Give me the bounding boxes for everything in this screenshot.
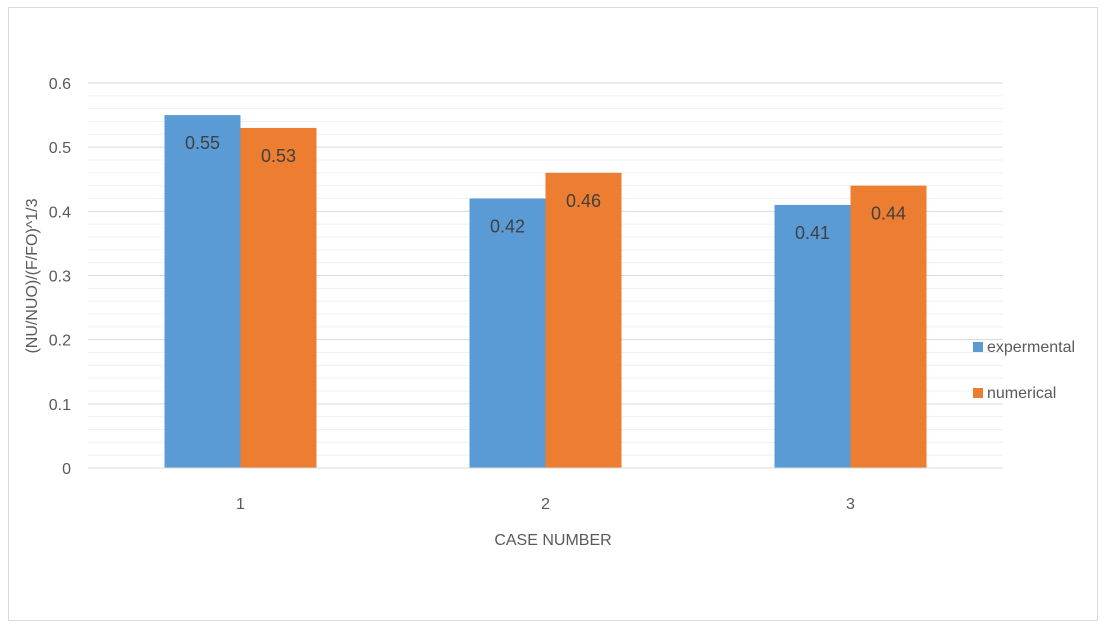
y-tick-label: 0.5 [49, 140, 71, 157]
bar-numerical-2 [545, 172, 622, 469]
data-label: 0.55 [185, 133, 220, 153]
x-axis-title: CASE NUMBER [494, 532, 611, 549]
x-tick-label: 3 [846, 496, 855, 513]
x-axis-ticks: 1 2 3 [236, 496, 855, 513]
x-tick-label: 2 [541, 496, 550, 513]
y-tick-label: 0.3 [49, 269, 71, 286]
y-tick-label: 0.1 [49, 397, 71, 414]
bars [164, 115, 927, 469]
bar-numerical-3 [850, 185, 927, 468]
data-label: 0.41 [795, 223, 830, 243]
y-tick-label: 0.4 [49, 204, 71, 221]
data-label: 0.46 [566, 191, 601, 211]
data-label: 0.53 [261, 146, 296, 166]
legend-label: numerical [987, 385, 1056, 402]
y-tick-label: 0.6 [49, 76, 71, 93]
x-tick-label: 1 [236, 496, 245, 513]
legend-swatch [973, 342, 983, 352]
legend-label: expermental [987, 339, 1075, 356]
y-axis-title: (NU/NUO)/(F/FO)^1/3 [24, 198, 41, 353]
bar-expermental-3 [774, 204, 851, 468]
data-label: 0.42 [490, 217, 525, 237]
y-tick-label: 0 [62, 461, 71, 478]
data-labels: 0.55 0.53 0.42 0.46 0.41 0.44 [185, 133, 906, 243]
y-tick-label: 0.2 [49, 333, 71, 350]
bar-expermental-1 [164, 115, 241, 468]
bar-numerical-1 [240, 127, 317, 469]
y-axis-ticks: 0 0.1 0.2 0.3 0.4 0.5 0.6 [49, 76, 71, 478]
data-label: 0.44 [871, 204, 906, 224]
bar-expermental-2 [469, 198, 546, 468]
legend: expermental numerical [973, 339, 1075, 402]
legend-swatch [973, 388, 983, 398]
